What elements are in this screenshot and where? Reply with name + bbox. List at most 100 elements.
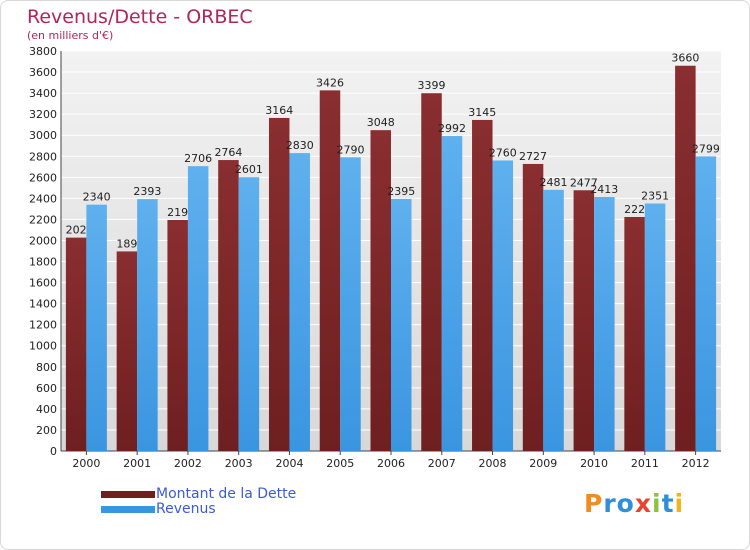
logo-letter: r xyxy=(603,489,617,518)
bar-revenus xyxy=(594,197,615,451)
bar-revenus xyxy=(441,136,463,452)
data-label: 2477 xyxy=(570,176,598,189)
logo-letter: t xyxy=(661,489,675,518)
proxiti-logo: Proxiti xyxy=(584,489,684,518)
data-label: 3048 xyxy=(367,116,395,129)
logo-letter: i xyxy=(652,489,662,518)
bar-dette xyxy=(370,130,391,451)
data-label: 2764 xyxy=(214,146,242,159)
bar-dette xyxy=(116,251,138,451)
y-tick-label: 2400 xyxy=(29,192,57,205)
y-tick-label: 1600 xyxy=(29,277,57,290)
x-tick-label: 2012 xyxy=(682,457,710,470)
data-label: 2601 xyxy=(235,163,263,176)
x-tick-label: 2005 xyxy=(326,457,354,470)
y-tick-label: 3600 xyxy=(29,66,57,79)
logo-letter: P xyxy=(584,489,604,518)
data-label: 2992 xyxy=(438,122,466,135)
y-tick-label: 400 xyxy=(36,403,57,416)
data-label: 219 xyxy=(167,206,188,219)
data-label: 3399 xyxy=(418,79,446,92)
bar-revenus xyxy=(187,166,209,451)
y-tick-label: 2200 xyxy=(29,213,57,226)
data-label: 3660 xyxy=(671,52,699,65)
bar-revenus xyxy=(238,177,260,452)
legend-swatch-debt xyxy=(101,491,155,498)
logo-letter: i xyxy=(674,489,685,518)
data-label: 3145 xyxy=(468,106,496,119)
data-label: 2790 xyxy=(336,143,364,156)
bar-revenus xyxy=(391,198,412,451)
y-tick-label: 2800 xyxy=(29,150,57,163)
bar-dette xyxy=(218,160,239,452)
y-tick-label: 1400 xyxy=(29,298,57,311)
bar-revenus xyxy=(543,189,564,451)
logo-letter: x xyxy=(634,489,652,518)
bar-dette xyxy=(319,90,341,452)
x-tick-label: 2002 xyxy=(174,457,202,470)
bar-dette xyxy=(675,65,696,451)
logo-letter: o xyxy=(616,489,635,518)
y-tick-label: 1000 xyxy=(29,340,57,353)
legend-swatch-revenus xyxy=(101,506,155,513)
chart-title: Revenus/Dette - ORBEC xyxy=(27,6,253,28)
data-label: 2706 xyxy=(184,152,212,165)
chart-subtitle: (en milliers d'€) xyxy=(27,29,114,42)
x-tick-label: 2009 xyxy=(529,457,557,470)
data-label: 2413 xyxy=(590,183,618,196)
bar-dette xyxy=(167,219,188,451)
x-tick-label: 2006 xyxy=(377,457,405,470)
data-label: 2727 xyxy=(519,150,547,163)
data-label: 3164 xyxy=(265,104,293,117)
y-tick-label: 3800 xyxy=(29,45,57,58)
bar-dette xyxy=(472,119,493,452)
x-tick-label: 2011 xyxy=(631,457,659,470)
y-tick-label: 2000 xyxy=(29,234,57,247)
x-tick-label: 2003 xyxy=(225,457,253,470)
bar-revenus xyxy=(492,160,514,451)
data-label: 2395 xyxy=(387,185,415,198)
bar-dette xyxy=(573,190,595,451)
bar-revenus xyxy=(695,156,717,452)
y-tick-label: 3200 xyxy=(29,108,57,121)
legend-label-debt: Montant de la Dette xyxy=(156,486,297,502)
bar-revenus xyxy=(137,199,158,451)
data-label: 2760 xyxy=(489,146,517,159)
data-label: 2799 xyxy=(692,142,720,155)
bar-dette xyxy=(65,237,87,451)
y-tick-label: 600 xyxy=(36,382,57,395)
data-label: 202 xyxy=(66,224,87,237)
data-label: 2481 xyxy=(540,176,568,189)
data-label: 189 xyxy=(116,237,137,250)
x-tick-label: 2008 xyxy=(479,457,507,470)
bar-revenus xyxy=(340,157,361,451)
y-tick-label: 800 xyxy=(36,361,57,374)
bar-revenus xyxy=(86,204,107,451)
bar-dette xyxy=(522,163,544,451)
x-tick-label: 2004 xyxy=(275,457,303,470)
bar-dette xyxy=(421,93,442,452)
bar-dette xyxy=(624,217,645,451)
y-tick-label: 200 xyxy=(36,424,57,437)
x-tick-label: 2010 xyxy=(580,457,608,470)
y-tick-label: 1800 xyxy=(29,256,57,269)
data-label: 2340 xyxy=(83,191,111,204)
y-tick-label: 0 xyxy=(50,445,57,458)
data-label: 2830 xyxy=(286,139,314,152)
data-label: 2393 xyxy=(133,185,161,198)
bar-dette xyxy=(268,117,290,452)
data-label: 2351 xyxy=(641,190,669,203)
y-tick-label: 3400 xyxy=(29,87,57,100)
x-tick-label: 2007 xyxy=(428,457,456,470)
y-tick-label: 3000 xyxy=(29,129,57,142)
bar-revenus xyxy=(289,153,310,451)
y-tick-label: 1200 xyxy=(29,319,57,332)
x-tick-label: 2000 xyxy=(72,457,100,470)
x-tick-label: 2001 xyxy=(123,457,151,470)
legend-label-revenus: Revenus xyxy=(156,501,216,517)
bar-revenus xyxy=(644,203,666,451)
data-label: 3426 xyxy=(316,76,344,89)
y-tick-label: 2600 xyxy=(29,171,57,184)
